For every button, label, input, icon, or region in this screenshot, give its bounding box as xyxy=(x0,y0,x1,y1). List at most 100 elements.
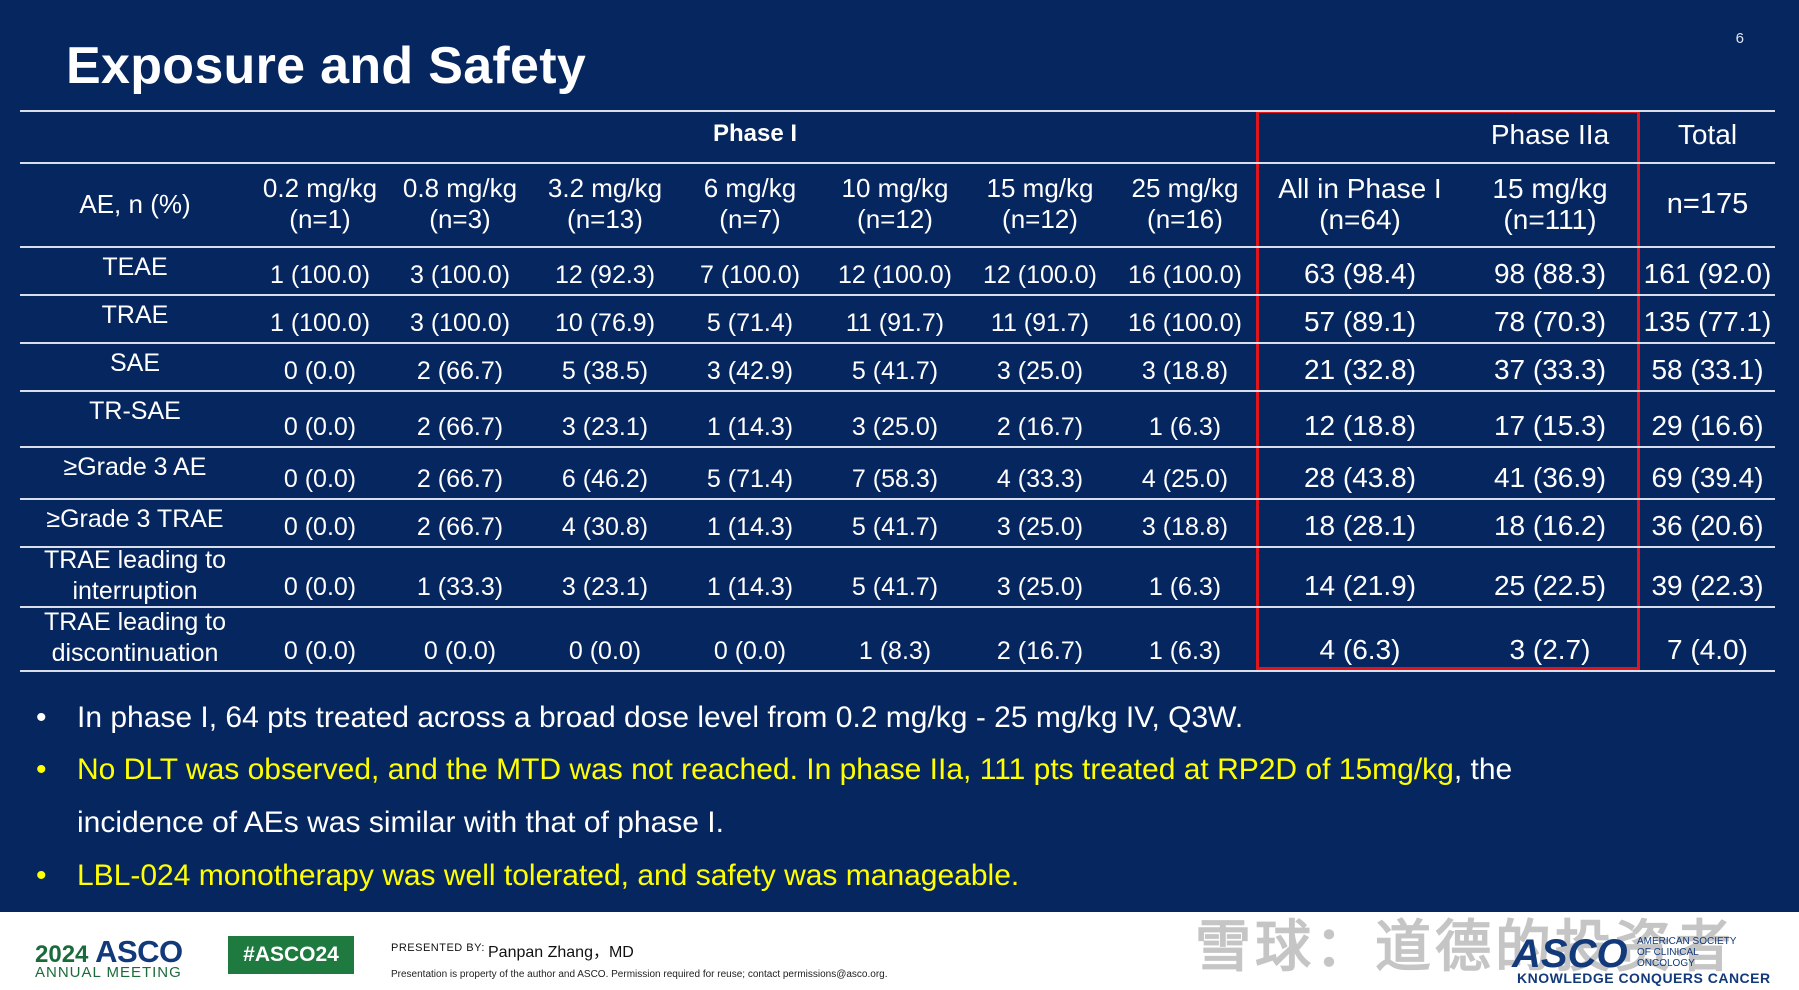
table-cell: 16 (100.0) xyxy=(1128,309,1242,337)
column-header: 0.8 mg/kg (n=3) xyxy=(390,166,530,242)
table-cell: 18 (28.1) xyxy=(1303,510,1417,541)
table-cell: 12 (100.0) xyxy=(983,261,1097,289)
asco-meeting-logo: 2024 ASCO xyxy=(35,934,183,970)
table-rule xyxy=(20,498,1775,500)
bullet-dot-icon: • xyxy=(36,701,47,734)
row-label: TRAE leading to discontinuation xyxy=(43,608,227,667)
column-header-line1: 0.2 mg/kg xyxy=(262,173,378,203)
table-cell: 5 (71.4) xyxy=(706,309,794,337)
table-cell: 4 (6.3) xyxy=(1319,634,1401,665)
hashtag-badge: #ASCO24 xyxy=(228,936,354,974)
table-cell: 21 (32.8) xyxy=(1303,354,1417,385)
row-label: TEAE xyxy=(102,253,168,281)
column-header: n=175 xyxy=(1640,166,1775,242)
table-cell: 3 (42.9) xyxy=(706,357,794,385)
table-cell: 0 (0.0) xyxy=(568,637,642,665)
asco-word: ASCO xyxy=(95,934,183,969)
table-cell: 1 (100.0) xyxy=(269,261,371,289)
table-cell: 1 (33.3) xyxy=(416,573,504,601)
table-cell: 3 (25.0) xyxy=(851,413,939,441)
bullet-text-part: In phase I, 64 pts treated across a broa… xyxy=(77,701,1244,734)
table-cell: 3 (25.0) xyxy=(996,357,1084,385)
table-cell: 7 (58.3) xyxy=(851,465,939,493)
column-header: 15 mg/kg (n=111) xyxy=(1460,166,1640,242)
table-cell: 63 (98.4) xyxy=(1303,258,1417,289)
table-cell: 5 (38.5) xyxy=(561,357,649,385)
table-cell: 3 (18.8) xyxy=(1141,357,1229,385)
table-cell: 5 (41.7) xyxy=(851,573,939,601)
table-cell: 12 (92.3) xyxy=(554,261,656,289)
table-rule xyxy=(20,390,1775,392)
table-rule xyxy=(20,606,1775,608)
table-cell: 69 (39.4) xyxy=(1651,462,1764,493)
column-header-line2: (n=12) xyxy=(857,204,933,234)
table-cell: 4 (25.0) xyxy=(1141,465,1229,493)
column-header: All in Phase I (n=64) xyxy=(1260,166,1460,242)
table-rule xyxy=(20,162,1775,164)
table-cell: 0 (0.0) xyxy=(283,357,357,385)
table-cell: 0 (0.0) xyxy=(283,637,357,665)
table-cell: 36 (20.6) xyxy=(1651,510,1764,541)
table-cell: 6 (46.2) xyxy=(561,465,649,493)
table-cell: 5 (71.4) xyxy=(706,465,794,493)
column-header: 6 mg/kg (n=7) xyxy=(680,166,820,242)
column-header-line2: (n=111) xyxy=(1503,204,1597,235)
annual-meeting-label: ANNUAL MEETING xyxy=(35,964,182,981)
column-header-line1: 6 mg/kg xyxy=(703,173,797,203)
table-cell: 5 (41.7) xyxy=(851,513,939,541)
table-cell: 98 (88.3) xyxy=(1493,258,1607,289)
table-cell: 161 (92.0) xyxy=(1643,258,1772,289)
table-cell: 3 (100.0) xyxy=(409,309,511,337)
table-cell: 78 (70.3) xyxy=(1493,306,1607,337)
bullet-text: incidence of AEs was similar with that o… xyxy=(77,805,724,841)
presented-by-label: PRESENTED BY: xyxy=(391,942,485,954)
table-cell: 1 (6.3) xyxy=(1148,637,1222,665)
table-cell: 0 (0.0) xyxy=(283,413,357,441)
table-cell: 39 (22.3) xyxy=(1651,570,1764,601)
table-cell: 0 (0.0) xyxy=(283,465,357,493)
column-header-line2: (n=13) xyxy=(567,204,643,234)
table-rule xyxy=(20,670,1775,672)
table-cell: 0 (0.0) xyxy=(423,637,497,665)
table-cell: 1 (14.3) xyxy=(706,413,794,441)
page-number: 6 xyxy=(1735,30,1744,47)
phase-i-header: Phase I xyxy=(712,120,798,147)
table-cell: 0 (0.0) xyxy=(283,513,357,541)
table-cell: 1 (14.3) xyxy=(706,513,794,541)
bullet-text: LBL-024 monotherapy was well tolerated, … xyxy=(77,858,1019,894)
table-cell: 25 (22.5) xyxy=(1493,570,1607,601)
row-label: TRAE leading to interruption xyxy=(43,546,227,605)
table-cell: 16 (100.0) xyxy=(1128,261,1242,289)
row-label: SAE xyxy=(109,349,161,377)
bullet-text-part: , the xyxy=(1453,753,1513,786)
table-cell: 135 (77.1) xyxy=(1643,306,1772,337)
column-header: 3.2 mg/kg (n=13) xyxy=(530,166,680,242)
table-cell: 1 (8.3) xyxy=(858,637,932,665)
asco-tagline: KNOWLEDGE CONQUERS CANCER xyxy=(1517,970,1771,986)
table-cell: 2 (66.7) xyxy=(416,413,504,441)
footer: 2024 ASCO ANNUAL MEETING #ASCO24 PRESENT… xyxy=(0,912,1799,990)
column-header-line1: 15 mg/kg xyxy=(986,173,1094,203)
table-rule xyxy=(20,546,1775,548)
column-header-line1: All in Phase I xyxy=(1278,173,1442,204)
table-cell: 57 (89.1) xyxy=(1303,306,1417,337)
column-header-line1: 25 mg/kg xyxy=(1131,173,1239,203)
table-cell: 12 (18.8) xyxy=(1303,410,1417,441)
slide-title: Exposure and Safety xyxy=(66,37,587,95)
column-header-line2: (n=3) xyxy=(429,204,491,234)
row-label: TRAE xyxy=(101,301,169,329)
column-header-line1: 3.2 mg/kg xyxy=(547,173,663,203)
bullet-text-part: No DLT was observed, and the MTD was not… xyxy=(77,753,1454,786)
table-cell: 4 (30.8) xyxy=(561,513,649,541)
table-cell: 14 (21.9) xyxy=(1303,570,1417,601)
table-cell: 0 (0.0) xyxy=(713,637,787,665)
bullet-text: In phase I, 64 pts treated across a broa… xyxy=(77,700,1243,736)
table-cell: 29 (16.6) xyxy=(1651,410,1764,441)
bullet-text-part: LBL-024 monotherapy was well tolerated, … xyxy=(77,859,1020,892)
row-label: ≥Grade 3 AE xyxy=(63,453,207,481)
table-cell: 28 (43.8) xyxy=(1303,462,1417,493)
table-rule xyxy=(20,342,1775,344)
slide: 6 Exposure and Safety Phase I Phase IIa … xyxy=(20,30,1775,894)
column-header-line2: (n=64) xyxy=(1319,204,1401,235)
table-cell: 3 (2.7) xyxy=(1509,634,1591,665)
